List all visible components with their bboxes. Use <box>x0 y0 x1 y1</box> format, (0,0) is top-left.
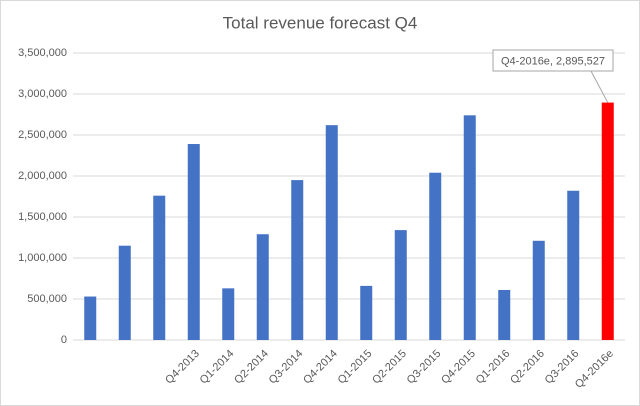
y-tick-label: 3,500,000 <box>18 47 67 59</box>
y-tick-label: 2,500,000 <box>18 129 67 141</box>
bar <box>153 195 166 340</box>
bar <box>325 125 338 340</box>
y-tick-label: 1,000,000 <box>18 252 67 264</box>
y-tick-label: 1,500,000 <box>18 211 67 223</box>
bar <box>567 190 580 340</box>
bar <box>360 285 373 340</box>
bar <box>601 102 614 340</box>
bar <box>429 172 442 340</box>
y-tick-label: 500,000 <box>27 293 67 305</box>
bar <box>394 230 407 340</box>
bar <box>118 245 131 340</box>
bar <box>463 115 476 340</box>
chart-title: Total revenue forecast Q4 <box>223 13 418 32</box>
callout-leader <box>590 70 609 103</box>
y-tick-label: 3,000,000 <box>18 88 67 100</box>
bar <box>532 240 545 340</box>
bar <box>222 288 235 340</box>
y-tick-label: 2,000,000 <box>18 170 67 182</box>
bar <box>256 234 269 340</box>
annotation: Q4-2016e, 2,895,527 <box>501 55 605 67</box>
bar <box>84 296 97 340</box>
bar <box>291 180 304 340</box>
callout-box <box>492 49 614 72</box>
bar <box>187 144 200 340</box>
y-tick-label: 0 <box>61 334 67 346</box>
bar <box>498 289 511 340</box>
